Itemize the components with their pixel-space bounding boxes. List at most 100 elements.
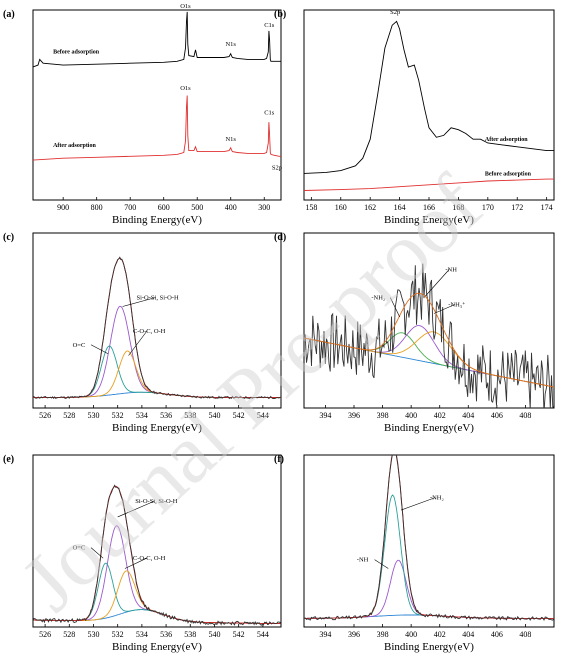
x-tick-label: 600 (158, 203, 170, 212)
series-group (33, 11, 281, 161)
x-tick-label: 408 (519, 630, 531, 639)
annotation-arrow (90, 547, 104, 559)
annotation-label: O1s (180, 85, 191, 92)
x-tick-label: 396 (348, 411, 360, 420)
fit-curve-5 (33, 256, 281, 400)
x-tick-label: 900 (57, 203, 69, 212)
x-axis-label: Binding Energy(eV) (384, 422, 474, 434)
x-tick-label: 168 (452, 203, 464, 212)
x-tick-label: 528 (63, 630, 75, 639)
x-tick-label: 394 (319, 630, 331, 639)
x-tick-label: 406 (491, 411, 503, 420)
annotation-label: -NH₃⁺ (448, 302, 466, 309)
x-axis-label: Binding Energy(eV) (384, 214, 474, 226)
annotation-arrow (90, 344, 109, 355)
fit-curve-4 (304, 455, 554, 621)
panel-f: (f) 394 396 398 400 402 404 406 408 Binding Energ… (274, 454, 555, 653)
x-tick-label: 700 (124, 203, 136, 212)
annotation-arrow (374, 559, 389, 569)
x-tick-label: 402 (434, 411, 446, 420)
series-before-adsorption (33, 11, 281, 68)
annotation-label: O=C (73, 342, 86, 349)
x-tick-label: 174 (541, 203, 553, 212)
series-group (304, 263, 554, 408)
annotation-arrow (433, 304, 455, 314)
x-tick-label: 544 (257, 630, 269, 639)
x-tick-label: 542 (233, 630, 245, 639)
annotation-label: -NH₂ (371, 295, 385, 302)
x-tick-label: 538 (184, 630, 196, 639)
series-group (33, 484, 281, 626)
x-tick-label: 500 (191, 203, 203, 212)
x-tick-label: 394 (319, 411, 331, 420)
annotation-arrow (117, 500, 155, 518)
x-tick-label: 540 (208, 411, 220, 420)
panel-label: (f) (274, 454, 284, 465)
x-tick-label: 528 (63, 411, 75, 420)
annotation-arrow (390, 297, 400, 318)
x-tick-label: 406 (491, 630, 503, 639)
series-group (304, 20, 554, 191)
annotation-label: Si-O-Si, Si-O-H (135, 498, 178, 505)
annotation-label: After adsorption (485, 137, 528, 143)
x-tick-label: 530 (87, 411, 99, 420)
panel-label: (b) (274, 9, 286, 20)
panel-b: (b) 158 160 162 164 166 168 170 172 174 Binding En… (274, 9, 555, 226)
annotation-label: After adsorption (53, 143, 96, 149)
panels: (a) 900 800 700 600 500 400 300 Binding Energy(e… (3, 3, 555, 653)
fit-curve-5 (304, 292, 554, 388)
x-tick-label: 536 (160, 630, 172, 639)
x-tick-label: 536 (160, 411, 172, 420)
annotation-arrow (401, 497, 435, 511)
series-after-adsorption (304, 20, 554, 174)
x-tick-label: 400 (405, 630, 417, 639)
x-tick-label: 400 (405, 411, 417, 420)
x-tick-label: 530 (87, 630, 99, 639)
plot-frame (32, 232, 282, 409)
x-tick-label: 162 (364, 203, 376, 212)
annotation-label: -NH₂ (430, 495, 444, 502)
x-tick-label: 160 (335, 203, 347, 212)
panel-label: (e) (3, 454, 14, 465)
x-axis-label: Binding Energy(eV) (112, 214, 202, 226)
x-tick-label: 526 (39, 630, 51, 639)
panel-label: (d) (274, 232, 286, 243)
panel-d: (d) 394 396 398 400 402 404 406 408 Binding Energ… (274, 232, 555, 434)
x-tick-label: 408 (519, 411, 531, 420)
x-axis-label: Binding Energy(eV) (112, 641, 202, 653)
x-tick-label: 532 (112, 411, 124, 420)
x-tick-label: 164 (394, 203, 406, 212)
annotation-label: C-O-C, O-H (133, 555, 166, 562)
x-tick-label: 404 (462, 630, 474, 639)
annotation-label: S2p (390, 9, 400, 16)
x-tick-label: 538 (184, 411, 196, 420)
fit-curve-1 (304, 559, 554, 619)
plot-frame (32, 454, 282, 628)
annotation-arrow (425, 269, 450, 297)
x-tick-label: 396 (348, 630, 360, 639)
plot-frame (303, 454, 555, 628)
x-tick-label: 404 (462, 411, 474, 420)
x-tick-label: 300 (258, 203, 270, 212)
x-tick-label: 542 (233, 411, 245, 420)
plot-frame (303, 232, 555, 409)
annotation-arrow (128, 330, 148, 356)
annotation-label: Before adsorption (53, 50, 100, 56)
fit-curve-4 (304, 263, 554, 408)
annotation-arrow (122, 297, 156, 307)
series-group (304, 455, 554, 621)
series-group (33, 256, 281, 400)
annotation-arrow (124, 557, 148, 569)
panel-e: (e) 526 528 530 532 534 536 538 540 542 544 Binding… (3, 454, 282, 653)
x-tick-label: 800 (91, 203, 103, 212)
panel-label: (a) (3, 9, 15, 20)
annotation-label: -NH (445, 267, 457, 274)
fit-curve-2 (304, 494, 554, 619)
plot-frame (32, 9, 282, 201)
series-after-adsorption (33, 95, 281, 161)
x-tick-label: 532 (112, 630, 124, 639)
annotation-label: Before adsorption (485, 171, 532, 177)
x-axis-label: Binding Energy(eV) (112, 422, 202, 434)
annotation-label: Si-O-Si, Si-O-H (136, 295, 179, 302)
